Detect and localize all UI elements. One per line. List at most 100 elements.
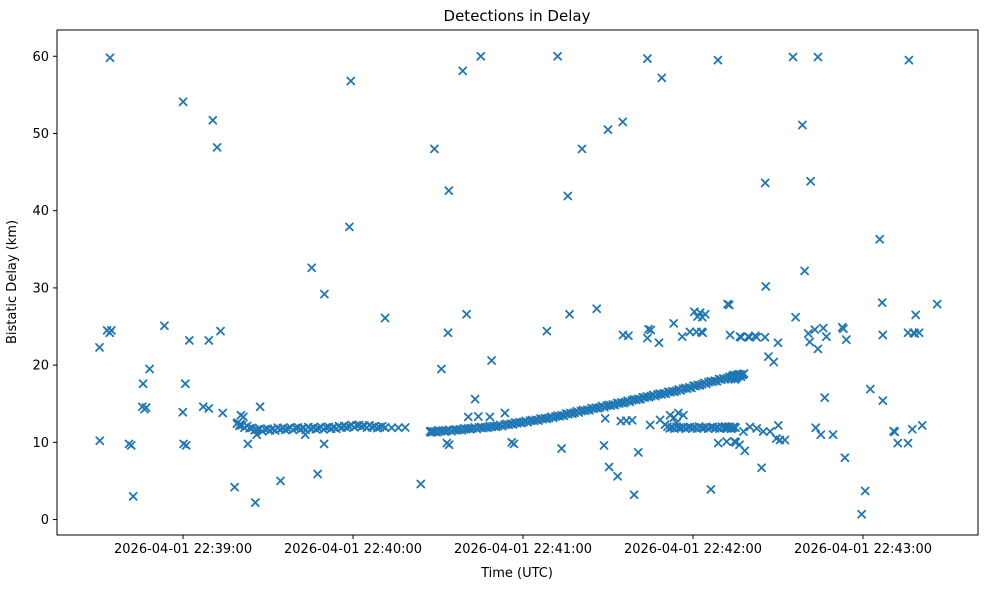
y-tick-label: 60: [32, 50, 49, 65]
data-point-marker: [840, 453, 850, 463]
data-point-marker: [839, 324, 848, 334]
data-point-marker: [633, 447, 643, 457]
data-point-marker: [904, 55, 914, 65]
data-point-marker: [319, 289, 329, 299]
data-point-marker: [643, 333, 652, 343]
y-tick-label: 0: [41, 513, 49, 528]
data-point-marker: [800, 266, 809, 276]
data-point-marker: [387, 423, 397, 433]
data-point-marker: [724, 300, 734, 310]
data-point-marker: [216, 326, 225, 336]
data-point-marker: [725, 330, 735, 340]
data-point-marker: [828, 430, 838, 440]
data-point-marker: [761, 281, 771, 291]
data-point-marker: [878, 396, 888, 406]
data-point-marker: [178, 407, 188, 417]
data-point-marker: [917, 420, 927, 430]
data-point-marker: [739, 427, 748, 436]
data-point-marker: [319, 439, 329, 449]
data-point-marker: [184, 335, 194, 345]
data-point-marker: [276, 476, 285, 486]
data-point-marker: [878, 330, 888, 340]
x-tick-label: 2026-04-01 22:42:00: [624, 542, 762, 557]
data-point-marker: [730, 422, 739, 432]
data-point-marker: [810, 325, 820, 335]
data-point-marker: [728, 371, 737, 381]
y-tick-label: 20: [32, 359, 49, 374]
data-point-marker: [903, 438, 913, 448]
data-point-marker: [563, 191, 573, 201]
data-point-marker: [685, 327, 695, 337]
data-point-marker: [95, 436, 105, 446]
data-point-marker: [644, 324, 653, 334]
data-point-marker: [462, 309, 472, 319]
data-point-marker: [627, 415, 637, 425]
y-tick-label: 50: [32, 127, 49, 142]
data-point-marker: [577, 144, 587, 154]
x-tick-label: 2026-04-01 22:41:00: [454, 542, 592, 557]
data-point-marker: [400, 423, 410, 432]
y-axis-label: Bistatic Delay (km): [5, 220, 20, 344]
data-point-marker: [487, 356, 497, 365]
data-point-marker: [557, 444, 566, 453]
data-point-marker: [841, 335, 851, 345]
data-point-marker: [509, 439, 519, 449]
data-point-marker: [893, 438, 903, 448]
data-point-marker: [458, 66, 468, 76]
data-point-marker: [700, 309, 710, 319]
data-point-marker: [752, 332, 761, 342]
x-axis-label: Time (UTC): [480, 566, 553, 581]
data-point-marker: [473, 412, 483, 421]
data-point-marker: [780, 435, 790, 445]
data-point-marker: [757, 463, 766, 473]
data-point-marker: [307, 263, 317, 273]
data-point-marker: [890, 427, 900, 437]
data-point-marker: [713, 55, 723, 65]
data-point-marker: [313, 469, 323, 479]
data-point-marker: [380, 422, 390, 432]
data-point-marker: [380, 313, 390, 323]
data-point-marker: [553, 51, 562, 61]
data-point-marker: [698, 328, 707, 338]
data-point-marker: [599, 440, 609, 450]
data-point-marker: [178, 97, 188, 107]
data-point-marker: [813, 52, 823, 62]
data-point-marker: [911, 310, 921, 320]
data-point-marker: [740, 446, 750, 456]
data-point-marker: [735, 371, 744, 381]
data-point-marker: [758, 427, 768, 436]
data-point-marker: [603, 125, 613, 135]
data-point-marker: [95, 342, 104, 352]
data-point-marker: [126, 440, 136, 450]
data-point-marker: [565, 309, 574, 319]
data-point-marker: [444, 186, 454, 196]
data-point-marker: [765, 427, 775, 436]
data-point-marker: [208, 115, 218, 125]
data-point-marker: [128, 491, 138, 501]
data-point-marker: [907, 424, 917, 434]
data-points-layer: [95, 51, 942, 519]
data-point-marker: [181, 440, 191, 450]
data-point-marker: [791, 312, 800, 322]
data-point-marker: [180, 379, 190, 389]
data-point-marker: [624, 331, 633, 341]
data-point-marker: [592, 304, 602, 314]
data-point-marker: [877, 298, 887, 308]
data-point-marker: [542, 326, 552, 336]
data-point-marker: [485, 412, 495, 422]
plot-border: [56, 29, 979, 536]
data-point-marker: [444, 440, 454, 450]
data-point-marker: [255, 402, 265, 412]
data-point-marker: [745, 422, 755, 432]
data-point-marker: [669, 318, 679, 328]
chart-title: Detections in Delay: [444, 7, 591, 25]
data-point-marker: [677, 332, 687, 342]
data-point-marker: [204, 403, 214, 413]
data-point-marker: [613, 471, 622, 481]
data-point-marker: [476, 51, 486, 61]
data-point-marker: [865, 384, 875, 394]
data-point-marker: [643, 54, 652, 63]
data-point-marker: [752, 423, 762, 433]
